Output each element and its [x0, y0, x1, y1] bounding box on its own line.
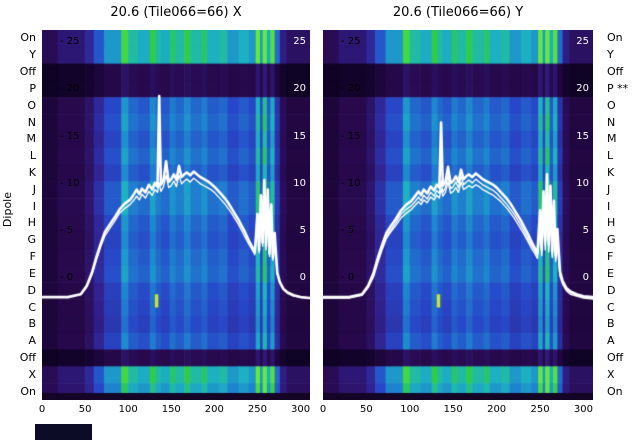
row-label-right-17: B — [607, 317, 615, 331]
row-label-right-13: F — [607, 250, 614, 264]
row-label-left-13: F — [29, 250, 36, 264]
ytick-left-2: - 15 — [341, 130, 361, 142]
xtick-3: 150 — [443, 404, 463, 415]
row-label-left-17: B — [28, 317, 36, 331]
ytick-left-3: - 10 — [341, 177, 361, 189]
plot-title-x: 20.6 (Tile066=66) X — [110, 5, 242, 20]
plot-x-panel: - 25 25 - 20 20 - 15 15 - 10 10 - 5 5 - 0 0 0 50 100 15… — [39, 30, 310, 415]
row-label-right-15: D — [607, 283, 616, 297]
ytick-left-1: - 20 — [341, 83, 361, 95]
row-label-left-8: K — [28, 165, 36, 179]
row-label-right-2: Off — [607, 65, 624, 79]
ytick-right-5: 0 — [582, 272, 589, 284]
ytick-right-3: 10 — [293, 177, 306, 189]
row-label-right-6: M — [607, 132, 617, 146]
row-label-left-2: Off — [19, 65, 36, 79]
row-label-right-20: X — [607, 367, 615, 381]
ytick-left-3: - 10 — [60, 177, 80, 189]
plot-title-y: 20.6 (Tile066=66) Y — [392, 5, 524, 20]
ytick-left-1: - 20 — [60, 83, 80, 95]
row-labels-right: On Y Off P ** O N M L K J I H G F E D C B A Off X On — [604, 30, 640, 400]
xtick-4: 200 — [487, 404, 507, 415]
row-label-left-1: Y — [29, 48, 36, 62]
row-label-right-18: A — [607, 334, 615, 348]
ytick-left-5: - 0 — [341, 272, 355, 284]
ytick-left-5: - 0 — [60, 272, 74, 284]
row-label-right-14: E — [607, 266, 614, 280]
xtick-2: 100 — [400, 404, 420, 415]
ytick-right-2: 15 — [293, 130, 306, 142]
ytick-right-0: 25 — [576, 36, 589, 48]
xtick-6: 300 — [573, 404, 593, 415]
xtick-2: 100 — [118, 404, 138, 415]
row-label-left-5: N — [27, 115, 36, 129]
row-label-left-16: C — [28, 300, 36, 314]
row-label-left-4: O — [27, 98, 36, 112]
row-label-right-11: H — [607, 216, 616, 230]
ytick-right-4: 5 — [582, 225, 589, 237]
cropped-lower-figure-fragment — [35, 424, 92, 440]
xtick-5: 250 — [247, 404, 267, 415]
row-label-right-10: I — [607, 199, 611, 213]
xtick-3: 150 — [161, 404, 181, 415]
row-label-left-14: E — [29, 266, 36, 280]
ytick-right-0: 25 — [293, 36, 306, 48]
row-label-left-7: L — [29, 149, 36, 163]
row-label-right-12: G — [607, 233, 616, 247]
row-label-right-8: K — [607, 165, 615, 179]
row-label-left-21: On — [20, 384, 36, 398]
ytick-right-4: 5 — [299, 225, 306, 237]
xtick-5: 250 — [530, 404, 550, 415]
row-label-left-9: J — [32, 182, 36, 196]
xtick-4: 200 — [204, 404, 224, 415]
ytick-right-5: 0 — [299, 272, 306, 284]
row-label-left-18: A — [28, 334, 36, 348]
ytick-left-4: - 5 — [341, 225, 355, 237]
row-label-right-9: J — [607, 182, 611, 196]
row-label-left-19: Off — [19, 350, 36, 364]
xtick-1: 50 — [360, 404, 373, 415]
xtick-0: 0 — [319, 404, 327, 415]
ytick-left-0: - 25 — [60, 36, 80, 48]
row-label-right-21: On — [607, 384, 623, 398]
row-label-left-6: M — [26, 132, 37, 146]
xtick-1: 50 — [78, 404, 92, 415]
row-label-right-5: N — [607, 115, 616, 129]
row-labels-left: On Y Off P O N M L K J I H G F E D C B A Off X On — [0, 30, 38, 400]
row-label-right-16: C — [607, 300, 615, 314]
row-label-left-11: H — [27, 216, 36, 230]
ytick-right-3: 10 — [576, 177, 589, 189]
ytick-left-0: - 25 — [341, 36, 361, 48]
row-label-right-0: On — [607, 31, 623, 45]
row-label-left-10: I — [32, 199, 36, 213]
row-label-right-19: Off — [607, 350, 624, 364]
row-label-right-1: Y — [607, 48, 614, 62]
row-label-right-3: P ** — [607, 81, 629, 95]
plot-y-panel: - 25 25 - 20 20 - 15 15 - 10 10 - 5 5 - 0 0 0 50 100 15… — [320, 30, 593, 415]
row-label-left-3: P — [29, 81, 36, 95]
xtick-0: 0 — [38, 404, 46, 415]
ytick-left-2: - 15 — [60, 130, 80, 142]
row-label-left-15: D — [27, 283, 36, 297]
heatmap-canvas-y — [323, 30, 593, 400]
row-label-left-12: G — [27, 233, 36, 247]
ytick-right-2: 15 — [576, 130, 589, 142]
row-label-left-0: On — [20, 31, 36, 45]
ytick-right-1: 20 — [576, 83, 589, 95]
row-label-right-7: L — [607, 149, 614, 163]
row-label-left-20: X — [28, 367, 36, 381]
ytick-left-4: - 5 — [60, 225, 74, 237]
row-label-right-4: O — [607, 98, 616, 112]
ytick-right-1: 20 — [293, 83, 306, 95]
xtick-6: 300 — [290, 404, 311, 415]
heatmap-canvas-x — [42, 30, 310, 400]
